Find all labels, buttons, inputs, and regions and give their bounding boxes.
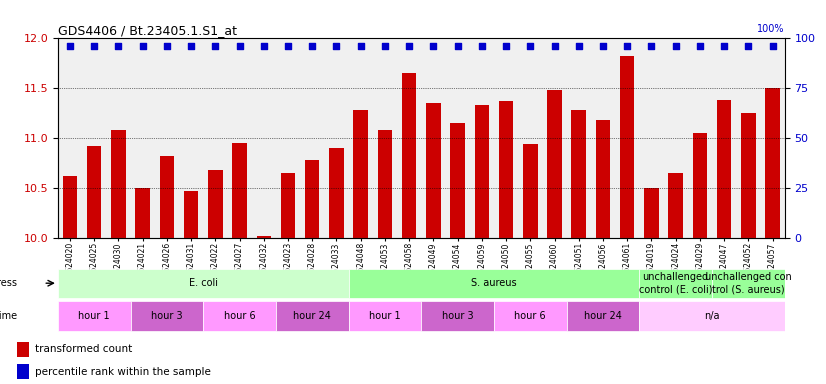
FancyBboxPatch shape bbox=[567, 301, 639, 331]
Text: unchallenged
control (E. coli): unchallenged control (E. coli) bbox=[639, 272, 712, 294]
Bar bbox=[475, 105, 489, 238]
Text: E. coli: E. coli bbox=[188, 278, 218, 288]
Bar bbox=[354, 110, 368, 238]
Point bbox=[378, 43, 392, 50]
Point bbox=[742, 43, 755, 50]
Text: stress: stress bbox=[0, 278, 18, 288]
Bar bbox=[17, 342, 29, 356]
Bar bbox=[184, 191, 198, 238]
Bar bbox=[232, 143, 247, 238]
FancyBboxPatch shape bbox=[58, 268, 349, 298]
Bar bbox=[523, 144, 538, 238]
Point bbox=[427, 43, 440, 50]
Bar bbox=[87, 146, 102, 238]
FancyBboxPatch shape bbox=[421, 301, 494, 331]
Text: n/a: n/a bbox=[705, 311, 719, 321]
Point bbox=[766, 43, 779, 50]
Bar bbox=[572, 110, 586, 238]
Text: hour 1: hour 1 bbox=[78, 311, 110, 321]
Bar bbox=[668, 173, 683, 238]
Text: percentile rank within the sample: percentile rank within the sample bbox=[35, 366, 211, 377]
Point bbox=[596, 43, 610, 50]
Point bbox=[500, 43, 513, 50]
Text: time: time bbox=[0, 311, 18, 321]
Text: hour 3: hour 3 bbox=[151, 311, 183, 321]
Point bbox=[548, 43, 561, 50]
Point bbox=[282, 43, 295, 50]
Text: hour 6: hour 6 bbox=[515, 311, 546, 321]
Point bbox=[451, 43, 464, 50]
FancyBboxPatch shape bbox=[131, 301, 203, 331]
Bar bbox=[717, 100, 731, 238]
Bar bbox=[596, 120, 610, 238]
Bar bbox=[330, 148, 344, 238]
Point bbox=[620, 43, 634, 50]
Point bbox=[572, 43, 586, 50]
Point bbox=[693, 43, 706, 50]
Point bbox=[209, 43, 222, 50]
Bar bbox=[741, 113, 756, 238]
Bar bbox=[159, 156, 174, 238]
Text: hour 3: hour 3 bbox=[442, 311, 473, 321]
Text: GDS4406 / Bt.23405.1.S1_at: GDS4406 / Bt.23405.1.S1_at bbox=[58, 24, 237, 37]
Bar bbox=[620, 56, 634, 238]
Bar bbox=[135, 188, 150, 238]
Point bbox=[475, 43, 488, 50]
Text: transformed count: transformed count bbox=[35, 344, 132, 354]
Point bbox=[718, 43, 731, 50]
Point bbox=[184, 43, 197, 50]
FancyBboxPatch shape bbox=[349, 268, 639, 298]
FancyBboxPatch shape bbox=[349, 301, 421, 331]
Bar bbox=[257, 236, 271, 238]
FancyBboxPatch shape bbox=[494, 301, 567, 331]
Point bbox=[306, 43, 319, 50]
Point bbox=[136, 43, 150, 50]
Bar bbox=[208, 170, 222, 238]
Point bbox=[88, 43, 101, 50]
FancyBboxPatch shape bbox=[712, 268, 785, 298]
Bar bbox=[450, 123, 465, 238]
Text: hour 24: hour 24 bbox=[584, 311, 622, 321]
Point bbox=[645, 43, 658, 50]
FancyBboxPatch shape bbox=[639, 268, 712, 298]
Bar bbox=[305, 160, 320, 238]
Bar bbox=[17, 364, 29, 379]
Bar bbox=[766, 88, 780, 238]
Point bbox=[524, 43, 537, 50]
Bar bbox=[281, 173, 295, 238]
Text: 100%: 100% bbox=[757, 25, 785, 35]
Point bbox=[257, 43, 270, 50]
Text: hour 1: hour 1 bbox=[369, 311, 401, 321]
Bar bbox=[426, 103, 440, 238]
Bar bbox=[377, 130, 392, 238]
Point bbox=[233, 43, 246, 50]
Bar bbox=[499, 101, 513, 238]
Point bbox=[160, 43, 173, 50]
Bar bbox=[644, 188, 658, 238]
FancyBboxPatch shape bbox=[203, 301, 276, 331]
Bar bbox=[548, 90, 562, 238]
Point bbox=[112, 43, 125, 50]
Text: S. aureus: S. aureus bbox=[471, 278, 517, 288]
Point bbox=[669, 43, 682, 50]
Bar bbox=[63, 176, 77, 238]
FancyBboxPatch shape bbox=[276, 301, 349, 331]
Text: unchallenged con
trol (S. aureus): unchallenged con trol (S. aureus) bbox=[705, 272, 792, 294]
Bar bbox=[112, 130, 126, 238]
FancyBboxPatch shape bbox=[639, 301, 785, 331]
Bar bbox=[693, 133, 707, 238]
Bar bbox=[402, 73, 416, 238]
Text: hour 6: hour 6 bbox=[224, 311, 255, 321]
Point bbox=[64, 43, 77, 50]
Point bbox=[330, 43, 343, 50]
Point bbox=[402, 43, 415, 50]
FancyBboxPatch shape bbox=[58, 301, 131, 331]
Point bbox=[354, 43, 368, 50]
Text: hour 24: hour 24 bbox=[293, 311, 331, 321]
